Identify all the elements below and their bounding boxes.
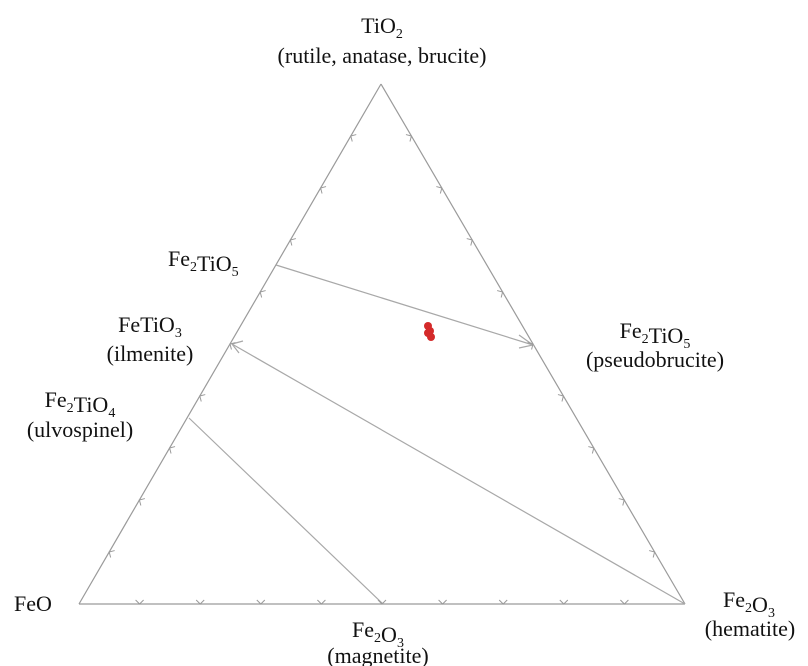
edge-tick (289, 238, 296, 246)
edge-tick (557, 394, 565, 402)
vertex-feo-label: FeO (14, 591, 52, 616)
edge-tick-marks (108, 134, 656, 605)
data-point (427, 333, 435, 341)
label-fe2tio5-right: Fe2TiO5 (620, 318, 691, 352)
data-points (424, 322, 435, 341)
label-ilmenite: (ilmenite) (107, 341, 194, 366)
edge-tick (618, 498, 625, 506)
tie-line-ilmenite-hematite (231, 343, 686, 605)
edge-tick (319, 186, 327, 194)
vertex-top-formula: TiO2 (361, 13, 403, 42)
label-hematite: (hematite) (705, 616, 795, 641)
edge-tick (350, 134, 357, 142)
edge-tick (466, 238, 473, 246)
edge-tick (199, 394, 206, 402)
edge-tick (436, 186, 443, 194)
edge-tick (256, 599, 266, 605)
edge-tick (108, 550, 115, 558)
edge-tick (259, 290, 266, 298)
label-magnetite: (magnetite) (327, 643, 428, 666)
label-fe2tio5-left: Fe2TiO5 (168, 246, 239, 280)
edge-tick (620, 599, 629, 605)
vertex-fe2o3-hematite: Fe2O3 (723, 587, 775, 621)
edge-tick (168, 446, 176, 454)
edge-tick (588, 446, 595, 454)
vertex-top-minerals: (rutile, anatase, brucite) (278, 43, 487, 68)
edge-tick (135, 599, 144, 605)
label-fetio3: FeTiO3 (118, 312, 182, 341)
edge-tick (317, 599, 326, 605)
arrowhead-ilmenite (230, 340, 244, 354)
edge-tick (377, 599, 387, 605)
label-ulvospinel: (ulvospinel) (27, 417, 133, 442)
label-fe2tio4: Fe2TiO4 (45, 387, 116, 421)
edge-tick (195, 599, 205, 605)
edge-tick (649, 550, 656, 558)
edge-tick (527, 342, 534, 350)
tie-line-ulvospinel-magnetite (188, 417, 384, 605)
tie-line-fe2tio5-pseudobrucite (275, 264, 534, 346)
edge-tick (438, 599, 447, 605)
edge-tick (138, 498, 145, 506)
label-pseudobrucite: (pseudobrucite) (586, 347, 724, 372)
edge-tick (497, 290, 504, 298)
edge-tick (559, 599, 569, 605)
label-fe2o3-magnetite: Fe2O3 (352, 617, 404, 651)
edge-tick (405, 134, 413, 142)
edge-tick (229, 342, 236, 350)
edge-tick (498, 599, 508, 605)
